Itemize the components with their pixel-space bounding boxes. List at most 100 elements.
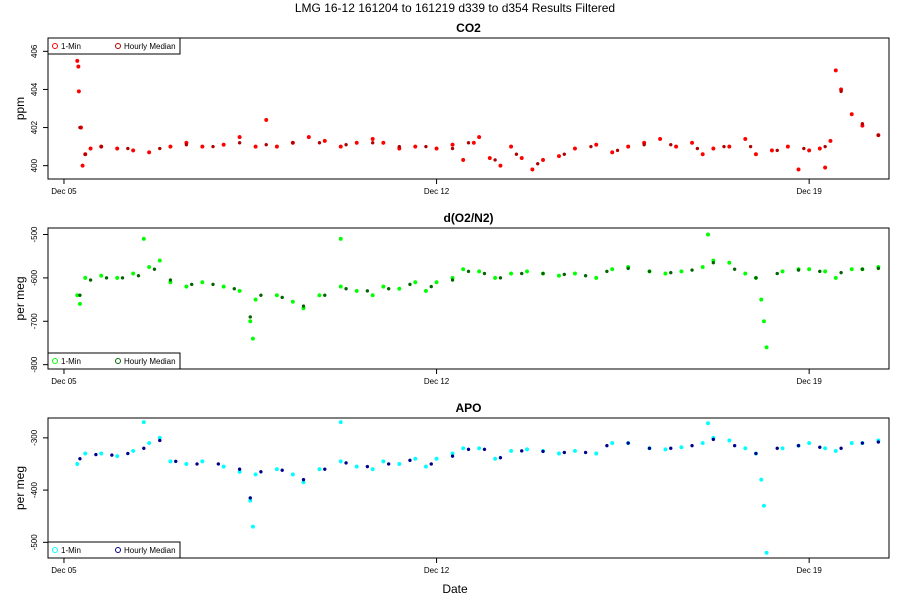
data-point (259, 293, 263, 297)
x-tick-label: Dec 05 (51, 377, 77, 386)
data-point (115, 454, 120, 459)
data-point (147, 150, 152, 155)
data-point (365, 289, 370, 293)
data-point (136, 273, 141, 278)
data-point (173, 459, 178, 464)
data-point (75, 461, 80, 467)
data-point (679, 445, 684, 450)
data-point (669, 446, 673, 451)
data-point (605, 443, 609, 448)
figure-title: LMG 16-12 161204 to 161219 d339 to d354 … (295, 1, 615, 15)
x-tick-label: Dec 19 (796, 566, 822, 575)
data-point (184, 142, 189, 147)
data-point (397, 286, 402, 291)
data-point (131, 148, 136, 153)
data-point (147, 441, 152, 446)
data-point (78, 456, 82, 461)
data-point (88, 146, 93, 151)
data-point (142, 446, 146, 451)
data-point (626, 441, 630, 445)
data-point (248, 496, 253, 500)
data-point (562, 450, 567, 455)
data-point (274, 467, 279, 472)
data-point (115, 275, 120, 280)
data-point (700, 264, 705, 270)
data-point (605, 269, 609, 274)
data-point (168, 278, 173, 282)
data-point (434, 146, 439, 151)
data-point (700, 152, 705, 157)
series-median (78, 89, 881, 166)
data-point (754, 276, 758, 280)
data-point (509, 144, 514, 149)
data-point (493, 275, 498, 280)
data-point (493, 456, 498, 461)
data-point (732, 267, 737, 271)
data-point (434, 456, 439, 461)
data-point (876, 133, 881, 137)
legend-label: Hourly Median (124, 357, 176, 366)
data-point (94, 452, 98, 457)
data-point (370, 136, 375, 142)
data-point (743, 446, 748, 451)
data-point (381, 284, 386, 289)
data-point (541, 449, 545, 454)
data-point (802, 146, 806, 151)
x-tick-label: Dec 12 (424, 566, 450, 575)
data-point (690, 443, 694, 448)
data-point (705, 232, 711, 237)
data-point (761, 319, 766, 324)
data-point (823, 165, 828, 170)
data-point (386, 462, 391, 466)
data-point (338, 459, 343, 464)
data-point (317, 467, 322, 472)
data-point (461, 446, 466, 451)
data-point (237, 288, 242, 293)
data-point (354, 288, 359, 293)
data-point (322, 138, 327, 143)
data-point (323, 293, 327, 297)
data-point (833, 68, 838, 73)
data-point (658, 136, 663, 142)
data-point (99, 451, 104, 456)
data-point (572, 271, 578, 276)
data-point (556, 273, 562, 278)
data-point (354, 464, 359, 469)
data-point (344, 142, 348, 147)
data-point (860, 267, 865, 271)
data-point (610, 150, 615, 155)
data-point (323, 467, 327, 471)
data-point (152, 267, 157, 271)
data-point (562, 272, 567, 277)
data-point (711, 146, 716, 151)
data-point (221, 464, 226, 469)
data-point (424, 144, 428, 149)
data-point (753, 152, 758, 157)
data-point (131, 448, 136, 453)
data-point (471, 140, 476, 145)
data-point (75, 58, 80, 63)
data-point (429, 284, 433, 289)
data-point (839, 446, 843, 451)
data-point (250, 336, 255, 341)
legend: 1-Min Hourly Median (47, 541, 181, 559)
y-axis-label: ppm (13, 97, 27, 120)
y-tick-label: -300 (30, 429, 39, 446)
data-point (535, 162, 540, 166)
data-point (365, 464, 370, 469)
data-point (807, 441, 812, 446)
data-point (126, 146, 130, 151)
data-point (280, 295, 284, 300)
data-point (572, 448, 578, 453)
data-point (572, 146, 578, 151)
data-point (775, 446, 779, 451)
data-point (562, 152, 567, 156)
data-point (115, 146, 120, 151)
data-point (732, 443, 737, 448)
data-point (775, 148, 779, 153)
data-point (663, 447, 668, 452)
data-point (381, 459, 386, 464)
data-point (83, 451, 88, 456)
data-point (381, 140, 386, 145)
